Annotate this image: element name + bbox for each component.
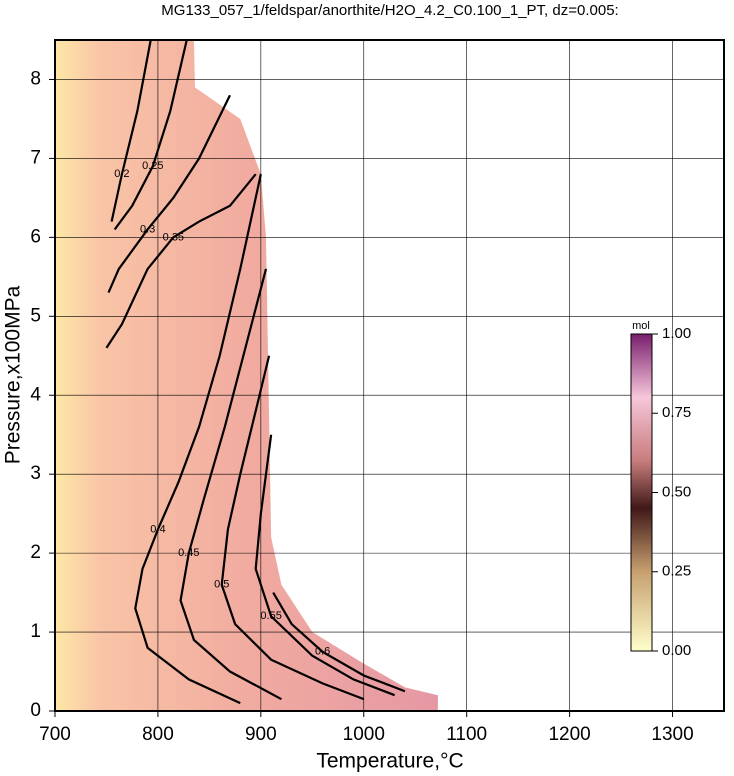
grid-layer — [49, 40, 724, 717]
colorbar-tick-label: 0.00 — [662, 642, 691, 659]
contour-line — [105, 173, 257, 349]
contour-label: 0.3 — [140, 223, 155, 235]
y-tick-label: 7 — [30, 147, 41, 168]
y-tick-label: 3 — [30, 463, 41, 484]
contour-line — [254, 434, 396, 697]
x-tick-label: 700 — [39, 724, 71, 745]
contour-layer — [105, 39, 406, 705]
contour-label: 0.35 — [163, 231, 184, 243]
y-tick-label: 6 — [30, 226, 41, 247]
chart-title: MG133_057_1/feldspar/anorthite/H2O_4.2_C… — [161, 2, 618, 19]
plot-frame — [54, 39, 725, 712]
x-axis-label: Temperature,°C — [316, 750, 463, 773]
contour-label: 0.4 — [150, 523, 165, 535]
y-tick-label: 4 — [30, 384, 41, 405]
x-tick-label: 1000 — [343, 724, 385, 745]
colorbar — [630, 333, 653, 652]
contour-line — [179, 268, 282, 701]
contour-line — [113, 39, 188, 231]
field-layer — [55, 40, 438, 711]
y-tick-label: 8 — [30, 68, 41, 89]
contour-label: 0.5 — [214, 579, 229, 591]
contour-line — [220, 355, 365, 701]
contour-label: 0.55 — [260, 610, 281, 622]
colorbar-tick-label: 0.50 — [662, 483, 691, 500]
contour-label: 0.6 — [315, 646, 330, 658]
x-tick-label: 900 — [245, 724, 277, 745]
colorbar-tick-label: 0.25 — [662, 563, 691, 580]
y-tick-label: 5 — [30, 305, 41, 326]
y-tick-label: 2 — [30, 542, 41, 563]
colorbar-tick-label: 0.75 — [662, 404, 691, 421]
contour-label: 0.2 — [114, 168, 129, 180]
contour-line — [272, 592, 406, 693]
y-axis-label: Pressure,x100MPa — [2, 285, 25, 464]
x-tick-label: 1100 — [446, 724, 487, 745]
y-tick-label: 1 — [30, 621, 41, 642]
colorbar-tick-label: 1.00 — [662, 325, 691, 342]
contour-line — [110, 39, 152, 222]
y-tick-label: 0 — [30, 700, 41, 721]
colorbar-label: mol — [632, 320, 650, 332]
x-tick-label: 1300 — [651, 724, 693, 745]
contour-line — [107, 94, 231, 294]
contour-line — [134, 173, 262, 705]
contour-label: 0.25 — [142, 160, 163, 172]
contour-label: 0.45 — [178, 547, 199, 559]
computed-region — [55, 40, 438, 711]
x-tick-label: 800 — [142, 724, 174, 745]
x-tick-label: 1200 — [548, 724, 590, 745]
